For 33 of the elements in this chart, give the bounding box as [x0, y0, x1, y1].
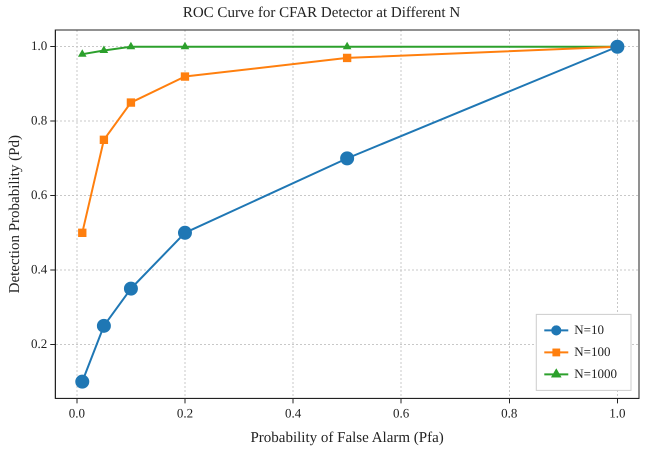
x-tick-label: 0.8: [501, 406, 518, 421]
y-tick-label: 0.4: [31, 261, 48, 276]
x-tick-label: 0.6: [393, 406, 410, 421]
x-tick-label: 0.0: [68, 406, 85, 421]
point: [127, 42, 135, 50]
y-tick-label: 0.8: [31, 112, 48, 128]
y-axis-title: Detection Probability (Pd): [6, 135, 23, 294]
y-tick-label: 0.6: [31, 187, 48, 202]
point: [100, 136, 108, 144]
y-tick-label: 0.2: [31, 336, 48, 351]
point: [78, 50, 86, 57]
point: [75, 374, 90, 389]
point: [126, 98, 136, 107]
x-tick-label: 0.4: [284, 406, 302, 421]
point: [342, 54, 352, 62]
x-tick-label: 1.0: [609, 406, 626, 421]
legend-label: N=10: [574, 322, 604, 337]
x-tick-label: 0.2: [176, 406, 194, 421]
point: [124, 282, 138, 296]
point: [181, 42, 189, 50]
y-tick-label: 1.0: [31, 38, 48, 54]
point: [100, 46, 108, 53]
point: [610, 40, 624, 54]
x-axis-title: Probability of False Alarm (Pfa): [250, 430, 444, 446]
point: [340, 151, 354, 166]
legend-label: N=100: [574, 344, 611, 359]
point: [178, 226, 192, 240]
point: [180, 72, 190, 81]
point: [96, 318, 111, 333]
legend-label: N=1000: [574, 366, 618, 381]
point: [78, 228, 86, 237]
chart-title: ROC Curve for CFAR Detector at Different N: [182, 4, 460, 21]
point: [344, 42, 351, 50]
